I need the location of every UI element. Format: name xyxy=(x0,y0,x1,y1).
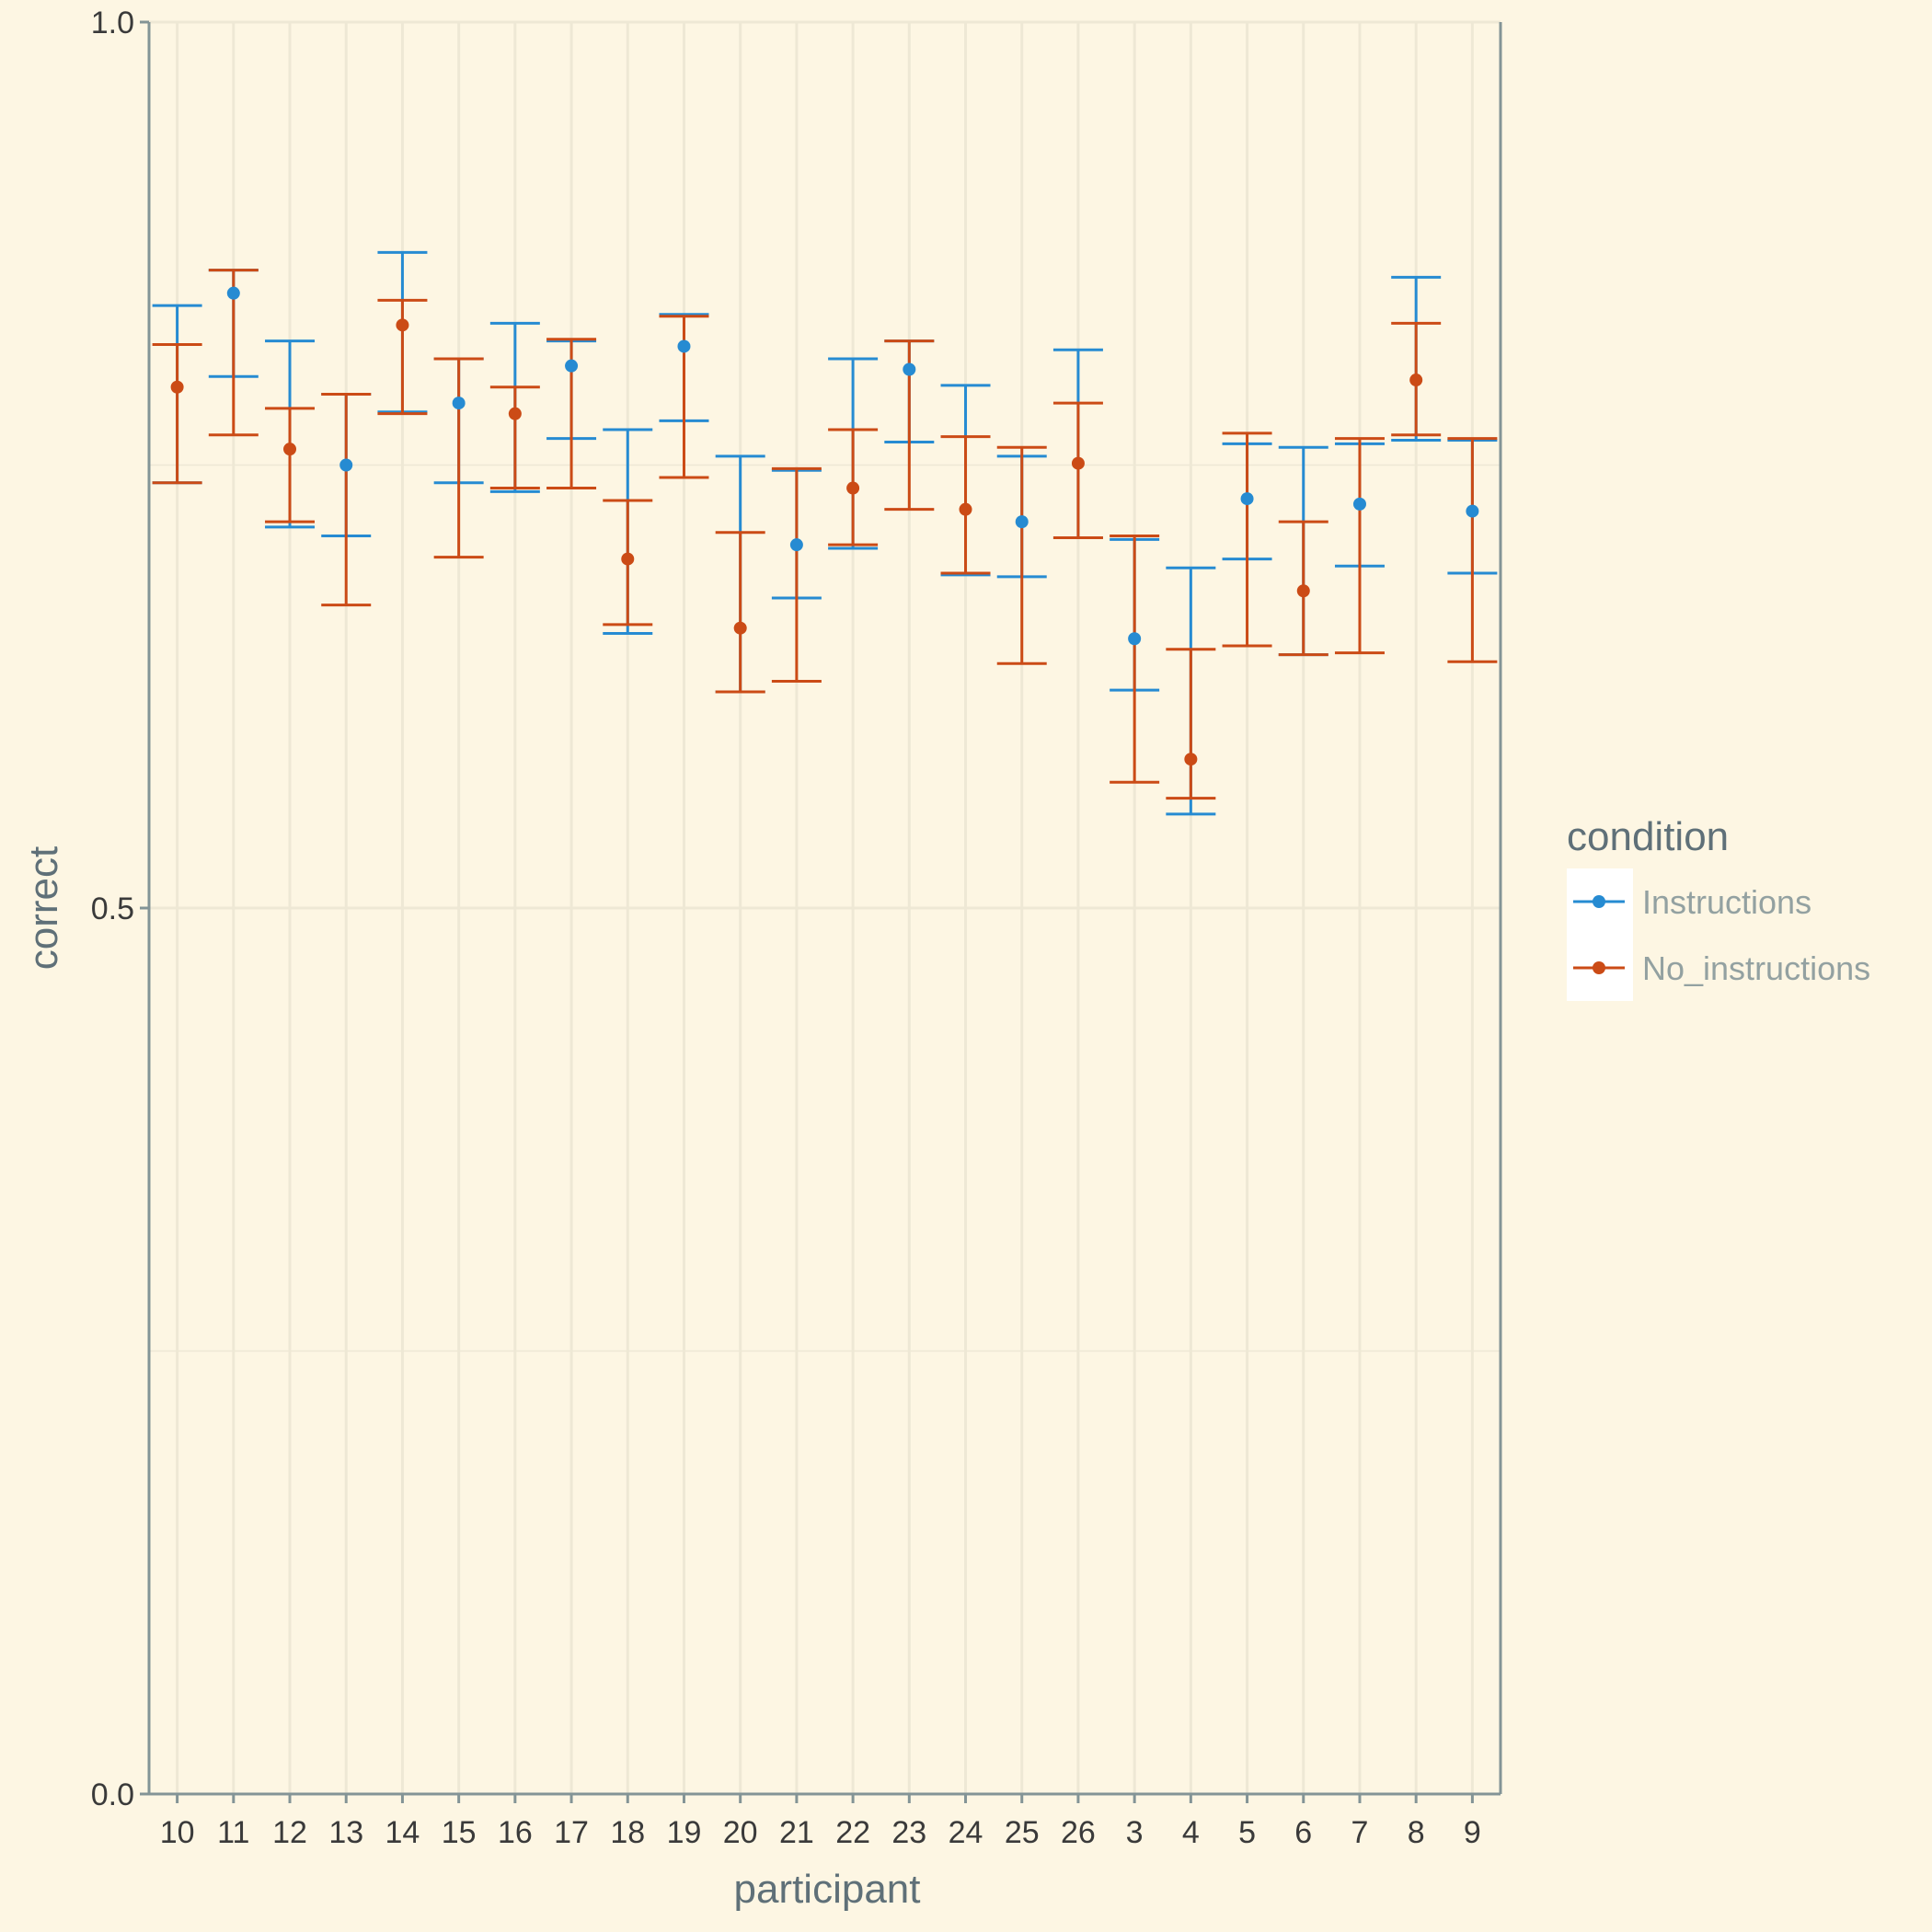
errorbar-no-instructions xyxy=(996,445,1047,665)
x-tick-label: 18 xyxy=(610,1815,645,1850)
y-tick-label: 0.5 xyxy=(91,891,134,926)
x-tick-label: 7 xyxy=(1351,1815,1369,1850)
point-no-instructions xyxy=(508,407,522,420)
errorbar-no-instructions xyxy=(489,385,540,490)
y-tick-label: 1.0 xyxy=(91,6,134,40)
y-tick-label: 0.0 xyxy=(91,1777,134,1812)
point-no-instructions xyxy=(733,621,747,635)
errorbar-no-instructions xyxy=(1334,437,1385,655)
x-tick-label: 20 xyxy=(723,1815,758,1850)
point-instructions xyxy=(452,397,466,410)
x-tick-label: 16 xyxy=(498,1815,533,1850)
point-no-instructions xyxy=(959,502,972,516)
legend: condition Instructions No_instructions xyxy=(1567,814,1870,1001)
point-instructions xyxy=(565,359,579,373)
legend-label-no-instructions: No_instructions xyxy=(1642,949,1870,987)
x-tick-label: 10 xyxy=(160,1815,195,1850)
point-instructions xyxy=(339,458,353,472)
errorbar-no-instructions xyxy=(433,357,484,559)
x-tick-label: 17 xyxy=(554,1815,589,1850)
point-instructions xyxy=(1240,492,1254,506)
x-tick-label: 9 xyxy=(1464,1815,1481,1850)
legend-key-point-no-instructions xyxy=(1593,961,1605,974)
point-instructions xyxy=(903,362,916,376)
point-no-instructions xyxy=(846,481,860,495)
point-instructions xyxy=(1352,497,1366,511)
x-axis-title: participant xyxy=(733,1867,920,1912)
errorbar-no-instructions xyxy=(1052,401,1103,539)
axes: 0.0 0.5 1.0 10 11 12 13 14 15 16 17 18 19 20 21 22 23 24 2… xyxy=(91,6,1502,1850)
legend-title: condition xyxy=(1567,814,1729,859)
y-axis-title: correct xyxy=(21,846,66,970)
point-instructions xyxy=(677,339,691,353)
errorbar-no-instructions xyxy=(265,407,316,523)
plot-marks xyxy=(152,250,1498,816)
x-tick-label: 11 xyxy=(217,1815,249,1850)
errorbar-no-instructions xyxy=(377,298,428,416)
x-tick-label: 6 xyxy=(1294,1815,1312,1850)
x-tick-label: 26 xyxy=(1061,1815,1096,1850)
point-instructions xyxy=(1015,515,1029,529)
x-tick-label: 13 xyxy=(328,1815,363,1850)
point-no-instructions xyxy=(396,318,409,332)
legend-key-point-instructions xyxy=(1593,895,1605,908)
x-tick-label: 5 xyxy=(1238,1815,1256,1850)
x-tick-label: 21 xyxy=(779,1815,814,1850)
point-instructions xyxy=(226,286,240,300)
point-instructions xyxy=(1466,504,1479,518)
point-instructions xyxy=(789,538,803,552)
point-no-instructions xyxy=(1409,374,1423,387)
errorbar-no-instructions xyxy=(715,531,765,694)
legend-label-instructions: Instructions xyxy=(1642,883,1811,921)
x-tick-label: 15 xyxy=(442,1815,477,1850)
grid xyxy=(149,20,1501,1796)
legend-key-background xyxy=(1567,868,1633,1001)
x-tick-label: 24 xyxy=(949,1815,983,1850)
x-tick-label: 22 xyxy=(835,1815,870,1850)
x-tick-label: 19 xyxy=(667,1815,702,1850)
x-tick-label: 14 xyxy=(385,1815,420,1850)
point-no-instructions xyxy=(170,380,184,394)
x-tick-label: 23 xyxy=(891,1815,926,1850)
errorbar-no-instructions xyxy=(152,343,202,485)
point-no-instructions xyxy=(1184,753,1198,766)
point-no-instructions xyxy=(1071,456,1085,470)
point-no-instructions xyxy=(1296,584,1310,598)
point-instructions xyxy=(1128,632,1142,646)
x-tick-label: 3 xyxy=(1126,1815,1144,1850)
errorbar-no-instructions xyxy=(1110,535,1160,784)
x-tick-label: 8 xyxy=(1408,1815,1425,1850)
point-no-instructions xyxy=(283,443,297,456)
errorbar-no-instructions xyxy=(1166,648,1216,800)
errorbar-no-instructions xyxy=(1447,437,1498,663)
x-tick-label: 25 xyxy=(1005,1815,1040,1850)
errorbar-no-instructions xyxy=(321,392,372,607)
x-tick-label: 12 xyxy=(272,1815,307,1850)
point-no-instructions xyxy=(621,552,635,566)
x-tick-label: 4 xyxy=(1182,1815,1200,1850)
errorbar-no-instructions xyxy=(1222,431,1272,648)
errorbar-no-instructions xyxy=(771,466,822,683)
